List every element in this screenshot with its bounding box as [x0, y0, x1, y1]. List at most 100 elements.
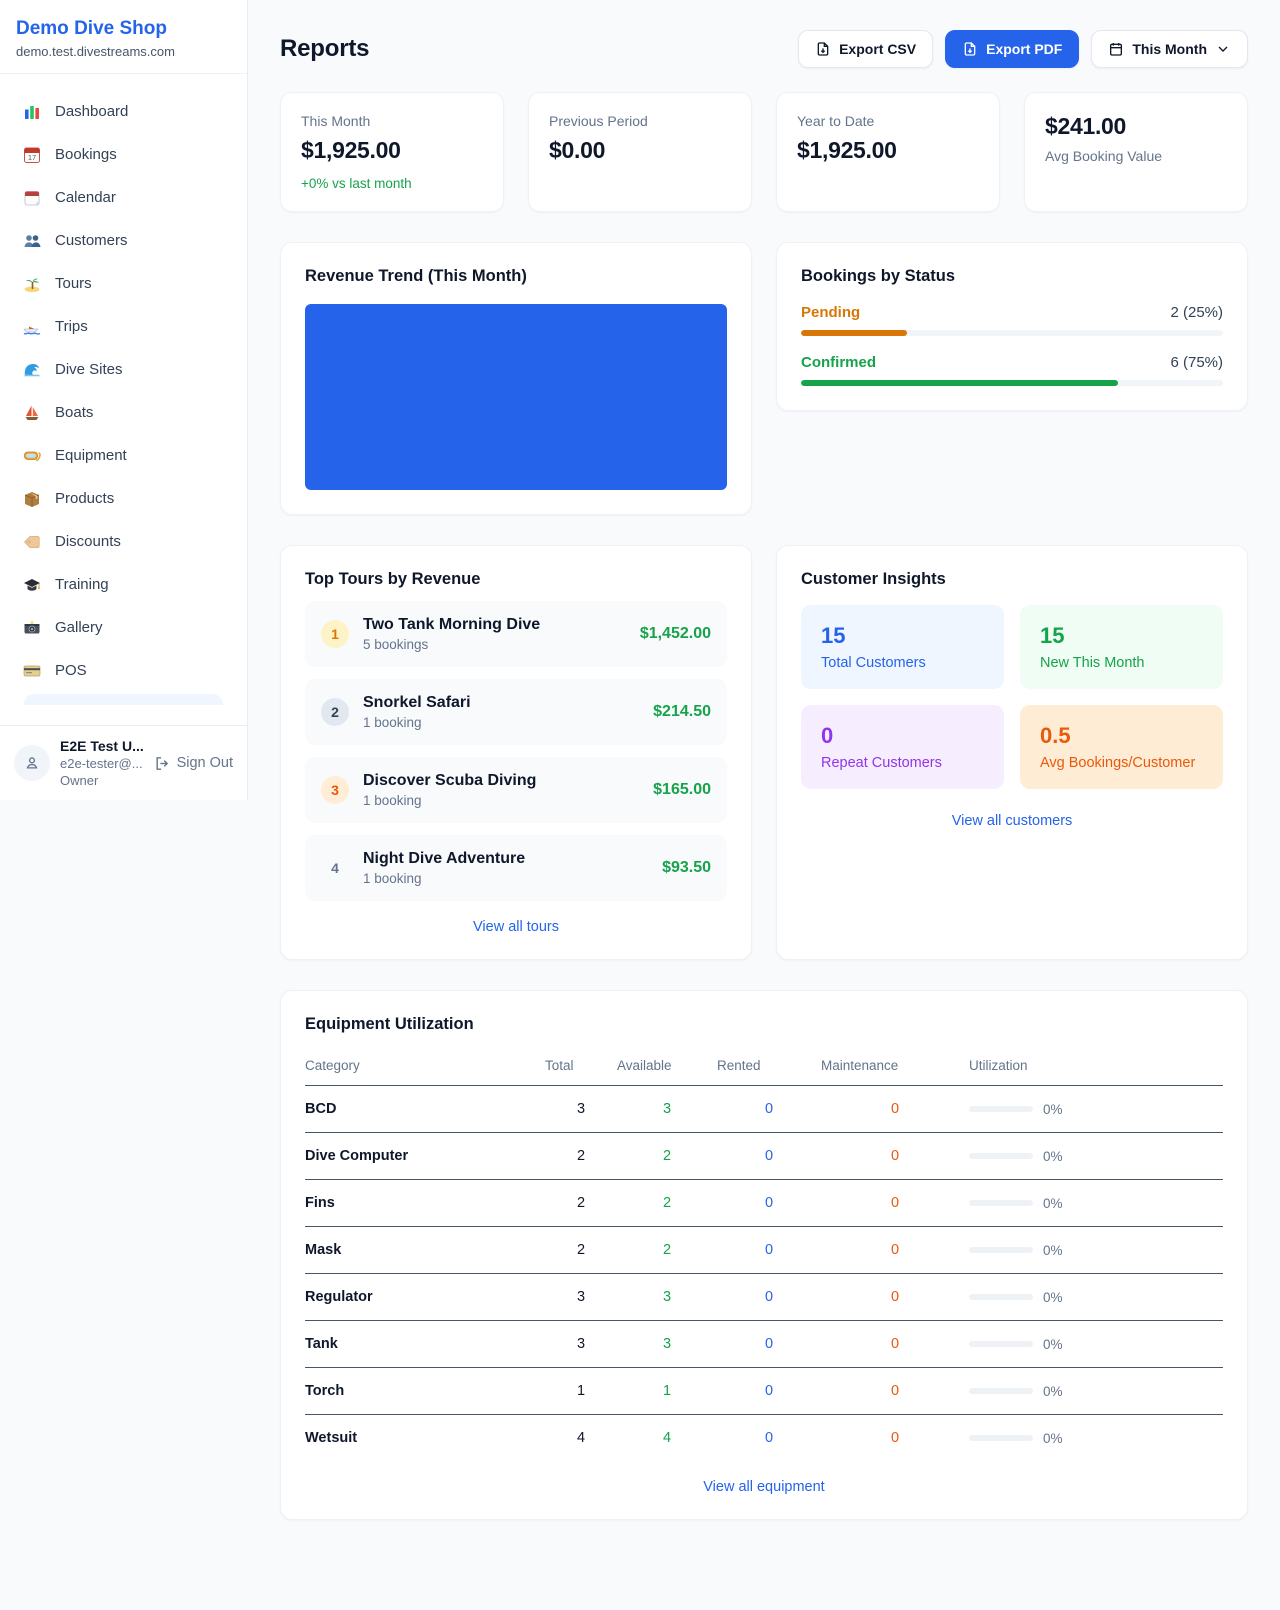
cell-available: 4: [662, 1430, 672, 1446]
person-icon: [26, 757, 38, 769]
tile-label: Total Customers: [821, 655, 926, 671]
brand-domain: demo.test.divestreams.com: [16, 44, 175, 59]
tile-label: New This Month: [1040, 655, 1145, 671]
utilization-percent: 0%: [1043, 1148, 1063, 1164]
tile-label: Repeat Customers: [821, 755, 942, 771]
tour-bookings: 1 booking: [363, 793, 422, 808]
table-row: Tank 3 3 0 0 0%: [305, 1320, 1223, 1368]
utilization-cell: 0%: [969, 1337, 1223, 1352]
cell-category: Torch: [305, 1367, 545, 1415]
export-csv-button[interactable]: Export CSV: [798, 30, 934, 68]
cell-maintenance: 0: [821, 1132, 969, 1180]
export-pdf-button[interactable]: Export PDF: [945, 30, 1080, 68]
sidebar-item-label: Products: [55, 490, 115, 507]
cell-category: Mask: [305, 1226, 545, 1274]
stat-label: Year to Date: [797, 113, 875, 129]
rank-badge: 4: [331, 860, 339, 876]
utilization-cell: 0%: [969, 1196, 1223, 1211]
utilization-percent: 0%: [1043, 1195, 1063, 1211]
utilization-bar: [969, 1294, 1033, 1300]
stat-card-avg-booking-value: $241.00 Avg Booking Value: [1024, 92, 1248, 212]
utilization-cell: 0%: [969, 1431, 1223, 1446]
table-header-row: Category Total Available Rented Maintena…: [305, 1048, 1223, 1086]
diving-mask-icon: [22, 446, 42, 466]
cell-available: 2: [617, 1179, 717, 1227]
svg-text:17: 17: [28, 153, 36, 162]
cell-maintenance: 0: [821, 1273, 969, 1321]
sidebar-item-tours[interactable]: Tours: [12, 262, 235, 305]
view-all-equipment-link[interactable]: View all equipment: [703, 1479, 825, 1495]
sidebar-item-products[interactable]: Products: [12, 477, 235, 520]
cell-available: 3: [617, 1320, 717, 1368]
bookings-by-status-title: Bookings by Status: [801, 267, 956, 285]
utilization-percent: 0%: [1043, 1336, 1063, 1352]
rank-badge: 3: [321, 776, 349, 804]
period-selector-button[interactable]: This Month: [1091, 30, 1248, 68]
sidebar-item-dashboard[interactable]: Dashboard: [12, 90, 235, 133]
cell-maintenance: 0: [821, 1226, 969, 1274]
tile-value: 15: [821, 623, 846, 648]
sidebar-item-boats[interactable]: Boats: [12, 391, 235, 434]
utilization-cell: 0%: [969, 1243, 1223, 1258]
cell-available: 2: [617, 1226, 717, 1274]
insight-tile-repeat-customers: 0 Repeat Customers: [801, 705, 1004, 789]
avatar: [14, 745, 50, 781]
speedboat-icon: [22, 317, 42, 337]
chevron-down-icon: [1218, 46, 1228, 52]
sidebar-item-dive-sites[interactable]: Dive Sites: [12, 348, 235, 391]
brand-name[interactable]: Demo Dive Shop: [16, 18, 167, 39]
tour-bookings: 1 booking: [363, 871, 422, 886]
equipment-table: Category Total Available Rented Maintena…: [305, 1048, 1223, 1461]
sidebar-item-label: Discounts: [55, 533, 121, 550]
sidebar-item-reports-selected-partial[interactable]: [24, 694, 223, 705]
cell-rented: 0: [717, 1085, 821, 1133]
cell-category: Fins: [305, 1179, 545, 1227]
user-email: e2e-tester@...: [60, 756, 143, 771]
sidebar-item-label: Gallery: [55, 619, 103, 636]
stats-row: This Month $1,925.00 +0% vs last month P…: [280, 92, 1248, 212]
status-count: 2 (25%): [1170, 304, 1223, 321]
customer-insights-title: Customer Insights: [801, 570, 946, 588]
ocean-wave-icon: [22, 360, 42, 380]
sidebar-item-label: Tours: [55, 275, 92, 292]
export-csv-label: Export CSV: [839, 41, 917, 57]
stat-label: This Month: [301, 113, 371, 129]
utilization-bar: [969, 1388, 1033, 1394]
sign-out-button[interactable]: Sign Out: [154, 755, 233, 772]
period-label: This Month: [1132, 41, 1207, 57]
sidebar-item-training[interactable]: Training: [12, 563, 235, 606]
sidebar-item-gallery[interactable]: Gallery: [12, 606, 235, 649]
cell-category: Wetsuit: [305, 1430, 358, 1446]
revenue-trend-title: Revenue Trend (This Month): [305, 267, 527, 285]
page-title: Reports: [280, 35, 370, 62]
top-tours-card: Top Tours by Revenue 1 Two Tank Morning …: [280, 545, 752, 960]
stat-card-year-to-date: Year to Date $1,925.00: [776, 92, 1000, 212]
sidebar-item-bookings[interactable]: 17 Bookings: [12, 133, 235, 176]
utilization-cell: 0%: [969, 1384, 1223, 1399]
sidebar-item-discounts[interactable]: Discounts: [12, 520, 235, 563]
customer-insights-card: Customer Insights 15 Total Customers 15 …: [776, 545, 1248, 960]
status-row-pending: Pending 2 (25%): [801, 304, 1223, 336]
sign-out-icon: [156, 756, 168, 770]
header-actions: Export CSV Export PDF This Month: [798, 30, 1248, 68]
sidebar-item-calendar[interactable]: Calendar: [12, 176, 235, 219]
user-info: E2E Test U... e2e-tester@... Owner: [60, 738, 144, 788]
tour-name: Snorkel Safari: [363, 694, 471, 711]
view-all-customers-link[interactable]: View all customers: [951, 813, 1073, 829]
sidebar-item-equipment[interactable]: Equipment: [12, 434, 235, 477]
cell-maintenance: 0: [821, 1367, 969, 1415]
file-download-icon: [964, 42, 976, 56]
view-all-tours-link[interactable]: View all tours: [473, 919, 559, 935]
sidebar-item-trips[interactable]: Trips: [12, 305, 235, 348]
cell-category: Regulator: [305, 1273, 545, 1321]
cell-total: 4: [576, 1430, 586, 1446]
utilization-cell: 0%: [969, 1290, 1223, 1305]
utilization-percent: 0%: [1043, 1289, 1063, 1305]
status-progress-fill: [801, 380, 1118, 386]
sidebar-item-pos[interactable]: POS: [12, 649, 235, 692]
sign-out-label: Sign Out: [176, 755, 233, 771]
sidebar-item-customers[interactable]: Customers: [12, 219, 235, 262]
insights-row: Top Tours by Revenue 1 Two Tank Morning …: [280, 545, 1248, 960]
bar-chart-icon: [22, 102, 42, 122]
sidebar-item-label: Boats: [55, 404, 94, 421]
